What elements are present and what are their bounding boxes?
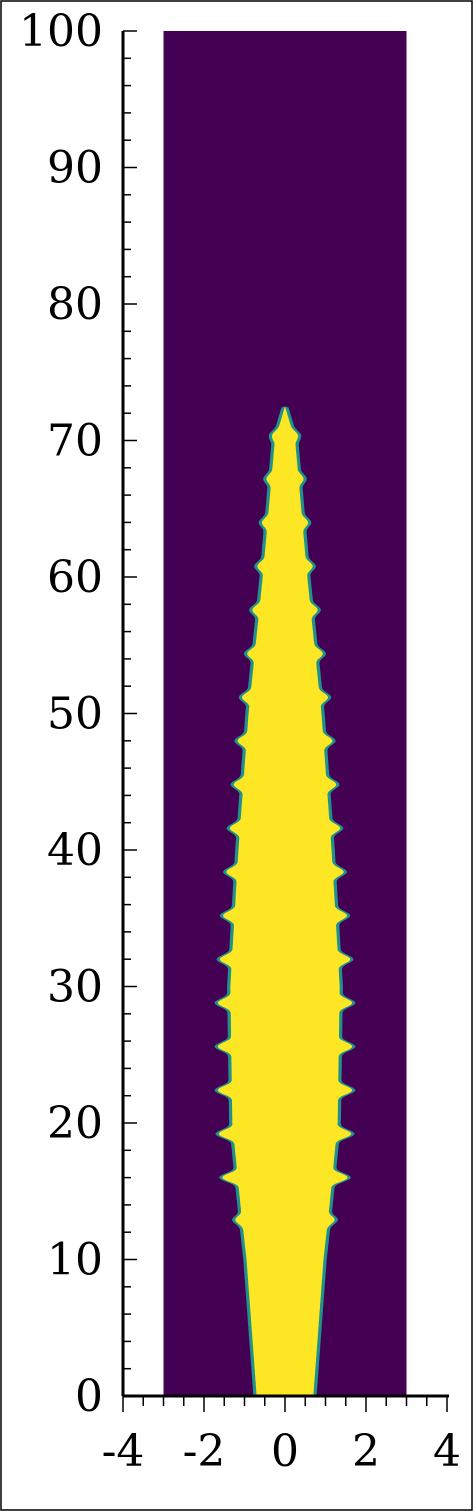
jet-core xyxy=(217,406,353,1396)
x-tick-label: 4 xyxy=(433,1426,461,1477)
y-tick-label: 40 xyxy=(47,825,103,876)
x-tick-label: -4 xyxy=(102,1426,145,1477)
axes: 0 10 20 30 40 50 60 70 80 90 100 -4 -2 0 2 4 xyxy=(19,6,461,1477)
y-tick-label: 50 xyxy=(47,689,103,740)
y-tick-label: 60 xyxy=(47,552,103,603)
y-tick-label: 30 xyxy=(47,962,103,1013)
y-tick-label: 70 xyxy=(47,416,103,467)
y-tick-label: 90 xyxy=(47,143,103,194)
y-tick-label: 10 xyxy=(47,1235,103,1286)
y-tick-label: 0 xyxy=(75,1371,103,1422)
x-tick-label: -2 xyxy=(183,1426,226,1477)
y-tick-label: 80 xyxy=(47,279,103,330)
x-tick-label: 2 xyxy=(352,1426,380,1477)
y-tick-label: 100 xyxy=(19,6,103,57)
x-tick-label: 0 xyxy=(271,1426,299,1477)
y-tick-label: 20 xyxy=(47,1098,103,1149)
